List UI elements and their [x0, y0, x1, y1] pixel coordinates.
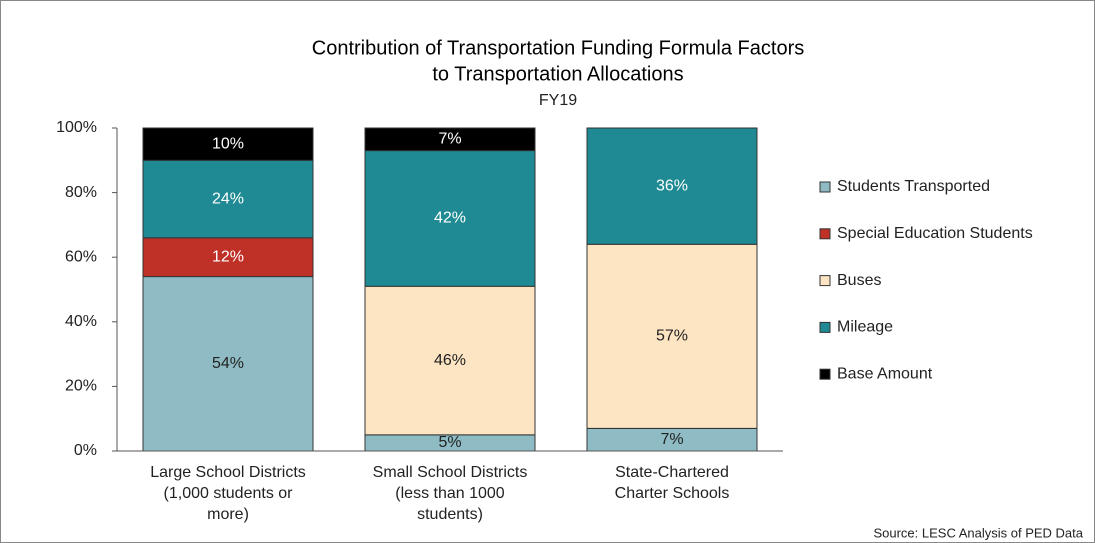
data-label: 12%: [212, 248, 244, 265]
legend-swatch: [819, 228, 831, 240]
y-tick-label: 0%: [74, 442, 97, 459]
data-label: 5%: [438, 434, 461, 451]
x-tick-label: Charter Schools: [615, 485, 730, 502]
data-label: 46%: [434, 352, 466, 369]
y-tick-label: 60%: [65, 248, 97, 265]
bar-segment: [142, 237, 314, 278]
chart-subtitle: FY19: [539, 92, 577, 109]
data-label: 7%: [660, 431, 683, 448]
x-tick-label: Large School Districts: [150, 464, 306, 481]
x-tick-label: (less than 1000: [395, 485, 505, 502]
data-label: 7%: [438, 131, 461, 148]
bar-segment: [586, 243, 758, 429]
legend-label: Base Amount: [837, 365, 933, 382]
x-tick-label: students): [417, 506, 483, 523]
legend-label: Special Education Students: [837, 225, 1033, 242]
legend-label: Buses: [837, 272, 881, 289]
y-tick-label: 20%: [65, 378, 97, 395]
x-tick-label: State-Chartered: [615, 464, 729, 481]
bar-segment: [586, 127, 758, 245]
data-label: 42%: [434, 210, 466, 227]
bar-segment: [364, 127, 536, 152]
data-label: 57%: [656, 328, 688, 345]
legend-swatch: [819, 368, 831, 380]
data-label: 54%: [212, 355, 244, 372]
source-note: Source: LESC Analysis of PED Data: [873, 525, 1083, 540]
x-tick-label: Small School Districts: [373, 464, 528, 481]
legend-label: Students Transported: [837, 178, 990, 195]
data-label: 24%: [212, 190, 244, 207]
legend-swatch: [819, 181, 831, 193]
legend-swatch: [819, 275, 831, 287]
data-label: 36%: [656, 177, 688, 194]
y-tick-label: 40%: [65, 313, 97, 330]
legend-label: Mileage: [837, 319, 893, 336]
legend-swatch: [819, 321, 831, 333]
y-tick-label: 80%: [65, 184, 97, 201]
bar-segment: [142, 127, 314, 161]
chart-title: Contribution of Transportation Funding F…: [312, 37, 804, 59]
y-tick-label: 100%: [56, 119, 97, 136]
x-tick-label: more): [207, 506, 249, 523]
bar-segment: [364, 285, 536, 436]
chart-title: to Transportation Allocations: [432, 63, 683, 85]
data-label: 10%: [212, 135, 244, 152]
x-tick-label: (1,000 students or: [164, 485, 294, 502]
bar-segment: [142, 276, 314, 452]
